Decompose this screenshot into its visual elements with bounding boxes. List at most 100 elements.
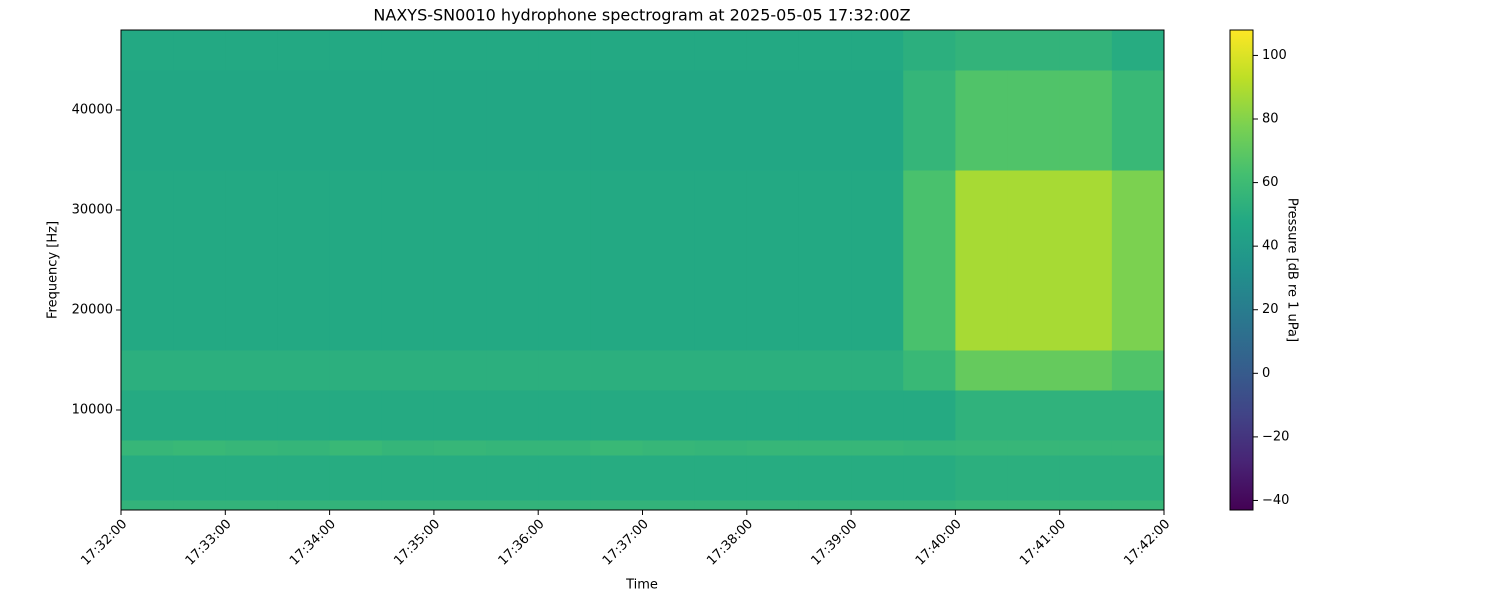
heatmap-cell: [433, 440, 487, 456]
heatmap-cell: [1059, 70, 1113, 171]
colorbar-tick-label: 100: [1262, 48, 1287, 63]
heatmap-cell: [486, 30, 539, 71]
heatmap-cell: [903, 170, 956, 351]
heatmap-cell: [903, 390, 956, 441]
heatmap-cell: [173, 30, 226, 71]
heatmap-cell: [381, 350, 435, 391]
heatmap-cell: [746, 70, 800, 171]
heatmap-cell: [955, 30, 1009, 71]
heatmap-cell: [903, 440, 956, 456]
heatmap-cell: [903, 70, 956, 171]
heatmap-cell: [903, 30, 956, 71]
heatmap-cell: [329, 70, 383, 171]
heatmap-cell: [277, 70, 331, 171]
y-tick-label: 20000: [72, 303, 113, 318]
heatmap-cell: [433, 70, 487, 171]
heatmap-cell: [121, 500, 174, 511]
heatmap-cell: [851, 440, 904, 456]
heatmap-cell: [955, 350, 1009, 391]
heatmap-cell: [1007, 390, 1061, 441]
heatmap-cell: [694, 170, 748, 351]
heatmap-cell: [538, 390, 591, 441]
colorbar-tick-label: −20: [1262, 429, 1289, 444]
heatmap-cell: [173, 70, 226, 171]
heatmap-cell: [851, 70, 904, 171]
heatmap-cell: [329, 455, 383, 501]
x-tick-label: 17:38:00: [704, 517, 756, 569]
colorbar-tick-label: 80: [1262, 112, 1279, 127]
heatmap-cell: [173, 170, 226, 351]
heatmap-cell: [381, 70, 435, 171]
heatmap-cell: [538, 70, 591, 171]
heatmap-cell: [381, 500, 435, 511]
y-tick-label: 10000: [72, 403, 113, 418]
heatmap-cell: [381, 440, 435, 456]
heatmap-cell: [433, 30, 487, 71]
heatmap-cell: [329, 500, 383, 511]
heatmap-cell: [277, 30, 331, 71]
heatmap-cell: [903, 455, 956, 501]
heatmap-cell: [642, 350, 696, 391]
x-axis-label: Time: [625, 578, 658, 593]
heatmap-cell: [851, 390, 904, 441]
heatmap-cell: [486, 170, 539, 351]
heatmap-cell: [642, 170, 696, 351]
heatmap-cell: [955, 170, 1009, 351]
heatmap-cell: [798, 170, 852, 351]
heatmap-cell: [433, 350, 487, 391]
heatmap-cell: [225, 30, 278, 71]
x-tick-label: 17:32:00: [78, 517, 130, 569]
heatmap-cell: [486, 500, 539, 511]
heatmap-cell: [225, 500, 278, 511]
colorbar-tick-label: 20: [1262, 302, 1279, 317]
heatmap-cell: [746, 30, 800, 71]
heatmap-cell: [433, 455, 487, 501]
heatmap-cell: [329, 440, 383, 456]
heatmap-cell: [538, 170, 591, 351]
heatmap-cell: [225, 170, 278, 351]
colorbar: [1229, 29, 1254, 511]
heatmap-cell: [851, 30, 904, 71]
y-tick-label: 40000: [72, 103, 113, 118]
heatmap-cell: [955, 500, 1009, 511]
heatmap-cell: [1059, 455, 1113, 501]
x-tick-label: 17:41:00: [1017, 517, 1069, 569]
heatmap-cell: [1007, 30, 1061, 71]
heatmap-cell: [433, 500, 487, 511]
heatmap-cell: [590, 390, 643, 441]
heatmap-cell: [225, 440, 278, 456]
heatmap-cell: [798, 390, 852, 441]
x-tick-label: 17:42:00: [1121, 517, 1173, 569]
heatmap-cell: [851, 350, 904, 391]
heatmap-cell: [121, 350, 174, 391]
heatmap-cell: [1007, 500, 1061, 511]
heatmap-cell: [538, 500, 591, 511]
heatmap-cell: [1059, 170, 1113, 351]
heatmap-cell: [642, 70, 696, 171]
heatmap-cell: [538, 440, 591, 456]
heatmap-cell: [746, 455, 800, 501]
heatmap-cell: [121, 440, 174, 456]
heatmap-cell: [486, 455, 539, 501]
heatmap-cell: [173, 455, 226, 501]
heatmap-cell: [798, 350, 852, 391]
heatmap-cell: [746, 500, 800, 511]
heatmap-cell: [329, 390, 383, 441]
heatmap-cell: [381, 455, 435, 501]
heatmap-cell: [798, 500, 852, 511]
y-tick-label: 30000: [72, 203, 113, 218]
heatmap-cell: [694, 455, 748, 501]
heatmap-cell: [851, 170, 904, 351]
heatmap-cell: [798, 70, 852, 171]
heatmap-cell: [121, 70, 174, 171]
heatmap-cell: [1111, 500, 1165, 511]
heatmap-cell: [1111, 70, 1165, 171]
colorbar-label: Pressure [dB re 1 uPa]: [1285, 198, 1300, 342]
heatmap-cell: [746, 170, 800, 351]
heatmap-cell: [642, 455, 696, 501]
heatmap-cell: [1007, 70, 1061, 171]
heatmap-cell: [121, 455, 174, 501]
heatmap-cell: [798, 440, 852, 456]
heatmap-cell: [277, 170, 331, 351]
